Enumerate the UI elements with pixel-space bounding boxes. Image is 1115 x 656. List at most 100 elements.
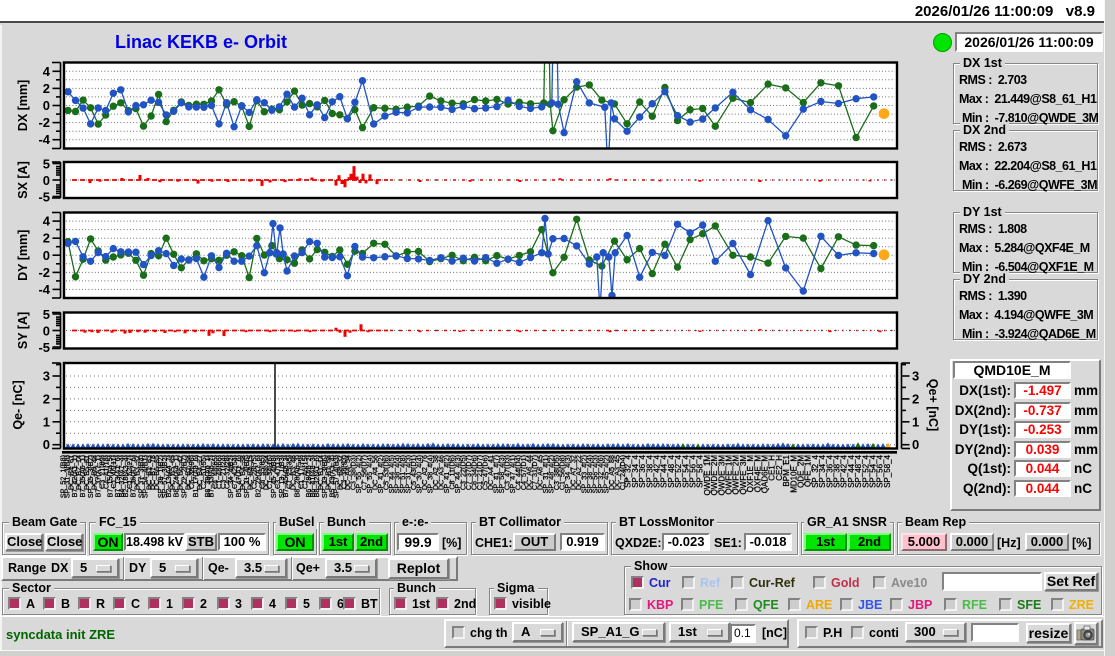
svg-text:C7_56(D7): C7_56(D7)	[360, 455, 369, 490]
svg-text:SP_52_4: SP_52_4	[861, 454, 870, 487]
svg-text:5: 5	[43, 307, 50, 322]
svg-text:C7_46(15): C7_46(15)	[300, 455, 309, 489]
svg-text:C1_52(27): C1_52(27)	[125, 455, 134, 489]
svg-text:DC_B1_88: DC_B1_88	[183, 455, 192, 490]
svg-text:QWFE_3M: QWFE_3M	[739, 455, 748, 495]
svg-text:DC_A7_32: DC_A7_32	[569, 455, 578, 490]
svg-text:DC_A6_44: DC_A6_44	[525, 455, 534, 490]
svg-text:SP_36_4: SP_36_4	[638, 454, 647, 487]
svg-text:B2_13(A4_7): B2_13(A4_7)	[164, 455, 173, 497]
svg-text:B2_22(A7_6): B2_22(A7_6)	[254, 455, 263, 497]
svg-text:SP_42_4: SP_42_4	[653, 454, 662, 487]
svg-text:SP_48_4: SP_48_4	[667, 454, 676, 487]
svg-text:SP_55_4(2): SP_55_4(2)	[354, 455, 363, 493]
svg-text:SP_41_4(7): SP_41_4(7)	[492, 455, 501, 493]
svg-text:SP_58_4(3): SP_58_4(3)	[497, 455, 506, 493]
svg-text:C5_43(D1): C5_43(D1)	[409, 455, 418, 490]
svg-text:SP_58_4: SP_58_4	[883, 454, 892, 487]
svg-text:B7_36(A7_6): B7_36(A7_6)	[129, 455, 138, 497]
svg-text:B6_28(A6_2): B6_28(A6_2)	[304, 455, 313, 497]
svg-text:SP_41_4(2): SP_41_4(2)	[442, 455, 451, 493]
svg-text:C4_57(D1): C4_57(D1)	[519, 455, 528, 490]
svg-text:B7_37(A7_1): B7_37(A7_1)	[94, 455, 103, 497]
svg-text:QXF4E_M: QXF4E_M	[753, 455, 762, 493]
svg-text:1: 1	[912, 414, 919, 429]
svg-text:SP_38_4(4): SP_38_4(4)	[426, 455, 435, 493]
svg-text:QWDE_1M: QWDE_1M	[703, 455, 712, 496]
svg-text:B5_47(A1_6): B5_47(A1_6)	[234, 455, 243, 497]
svg-text:C1_46(11): C1_46(11)	[109, 455, 118, 488]
svg-text:SP_45_4(B8): SP_45_4(B8)	[269, 455, 278, 498]
svg-text:B8_28(A6_3): B8_28(A6_3)	[293, 455, 302, 497]
svg-text:C7_37(D7): C7_37(D7)	[464, 455, 473, 490]
svg-text:DC_B6_85: DC_B6_85	[152, 455, 161, 490]
svg-text:BPM_E1: BPM_E1	[782, 454, 791, 486]
svg-text:B8_24(A4_1): B8_24(A4_1)	[172, 455, 181, 497]
svg-text:C1_56(D8): C1_56(D8)	[558, 455, 567, 490]
svg-text:DC_B1_14: DC_B1_14	[316, 455, 325, 490]
svg-text:SP_52_4: SP_52_4	[674, 454, 683, 487]
svg-text:C3_47(D3): C3_47(D3)	[503, 455, 512, 490]
svg-text:4: 4	[43, 214, 51, 229]
svg-text:C3_21(24): C3_21(24)	[218, 455, 227, 489]
svg-text:SP_55_4(4): SP_55_4(4)	[365, 455, 374, 493]
svg-text:MD10E_M: MD10E_M	[789, 455, 798, 493]
svg-text:DC_A4_41: DC_A4_41	[486, 455, 495, 490]
svg-text:SP_34_4: SP_34_4	[631, 454, 640, 487]
svg-text:DC_B4_15: DC_B4_15	[246, 455, 255, 490]
svg-text:4: 4	[43, 64, 51, 79]
svg-text:SP_54_4: SP_54_4	[869, 454, 878, 487]
svg-text:C3_38(93): C3_38(93)	[339, 455, 348, 489]
svg-text:SP_30_4(4): SP_30_4(4)	[415, 455, 424, 493]
svg-text:C1_48(66): C1_48(66)	[215, 455, 224, 489]
svg-text:QWDE_3M: QWDE_3M	[717, 455, 726, 496]
svg-text:C7_42(54): C7_42(54)	[230, 455, 239, 489]
svg-text:QWDE_2M: QWDE_2M	[710, 455, 719, 496]
svg-text:DC_B4_38: DC_B4_38	[238, 455, 247, 490]
svg-text:SP_51_4(8): SP_51_4(8)	[398, 455, 407, 493]
svg-text:QWFE_2M: QWFE_2M	[732, 455, 741, 495]
svg-text:B7_42(A1_1): B7_42(A1_1)	[70, 455, 79, 497]
svg-text:SP_58_4: SP_58_4	[696, 454, 705, 487]
svg-text:DC_A2_38: DC_A2_38	[431, 455, 440, 490]
svg-text:DC_A4_54: DC_A4_54	[343, 455, 352, 490]
svg-text:SP_32_4: SP_32_4	[624, 454, 633, 487]
svg-text:SP_54_4: SP_54_4	[681, 454, 690, 487]
svg-text:C3_47(13): C3_47(13)	[273, 455, 282, 489]
svg-text:SP_32_4: SP_32_4	[811, 454, 820, 487]
svg-text:SP_56_4: SP_56_4	[689, 454, 698, 487]
svg-text:C5_28(75): C5_28(75)	[250, 455, 259, 489]
svg-text:DC_A6_45: DC_A6_45	[536, 455, 545, 490]
svg-text:QFE_1M: QFE_1M	[804, 455, 813, 487]
svg-text:SP_48_4: SP_48_4	[854, 454, 863, 487]
svg-text:C8_35(85): C8_35(85)	[257, 455, 266, 489]
svg-text:SP_33_3(B6): SP_33_3(B6)	[320, 455, 329, 498]
svg-text:DC_B8_32: DC_B8_32	[335, 455, 344, 490]
svg-text:2: 2	[43, 231, 50, 246]
svg-text:DC_B7_78: DC_B7_78	[148, 455, 157, 490]
svg-text:-5: -5	[38, 340, 50, 355]
svg-text:C7_31(D7): C7_31(D7)	[530, 455, 539, 490]
svg-text:SP_47_4(1): SP_47_4(1)	[508, 455, 517, 493]
svg-text:C4_44(D4): C4_44(D4)	[514, 455, 523, 490]
svg-text:Qe+ [nC]: Qe+ [nC]	[926, 379, 940, 431]
svg-text:SP_54_4(B1): SP_54_4(B1)	[140, 455, 149, 498]
svg-text:B5_43(A3_4): B5_43(A3_4)	[328, 455, 337, 497]
svg-text:SP_44_4(3): SP_44_4(3)	[453, 455, 462, 493]
svg-text:B7_13(A1_6): B7_13(A1_6)	[113, 455, 122, 497]
svg-text:B4_32(A7_4): B4_32(A7_4)	[117, 455, 126, 497]
svg-text:C8_11(D6): C8_11(D6)	[448, 455, 457, 490]
svg-text:C8_34(D6): C8_34(D6)	[470, 455, 479, 490]
svg-text:DC_B1_68: DC_B1_68	[324, 455, 333, 490]
svg-text:2: 2	[912, 391, 919, 406]
svg-text:SP_57_3(B2): SP_57_3(B2)	[160, 455, 169, 498]
svg-text:DC_B6_48: DC_B6_48	[90, 455, 99, 490]
svg-text:DC_B6_42: DC_B6_42	[176, 455, 185, 490]
svg-text:B2_18(A3_4): B2_18(A3_4)	[121, 455, 130, 497]
svg-text:DX [mm]: DX [mm]	[16, 80, 30, 131]
svg-text:B8_38(A6_1): B8_38(A6_1)	[203, 455, 212, 497]
svg-text:B6_41(A8_3): B6_41(A8_3)	[308, 455, 317, 497]
svg-text:SP_34_4(B2): SP_34_4(B2)	[226, 455, 235, 498]
svg-text:SP_38_4(4): SP_38_4(4)	[585, 455, 594, 493]
svg-text:QXF1E_M: QXF1E_M	[746, 455, 755, 493]
